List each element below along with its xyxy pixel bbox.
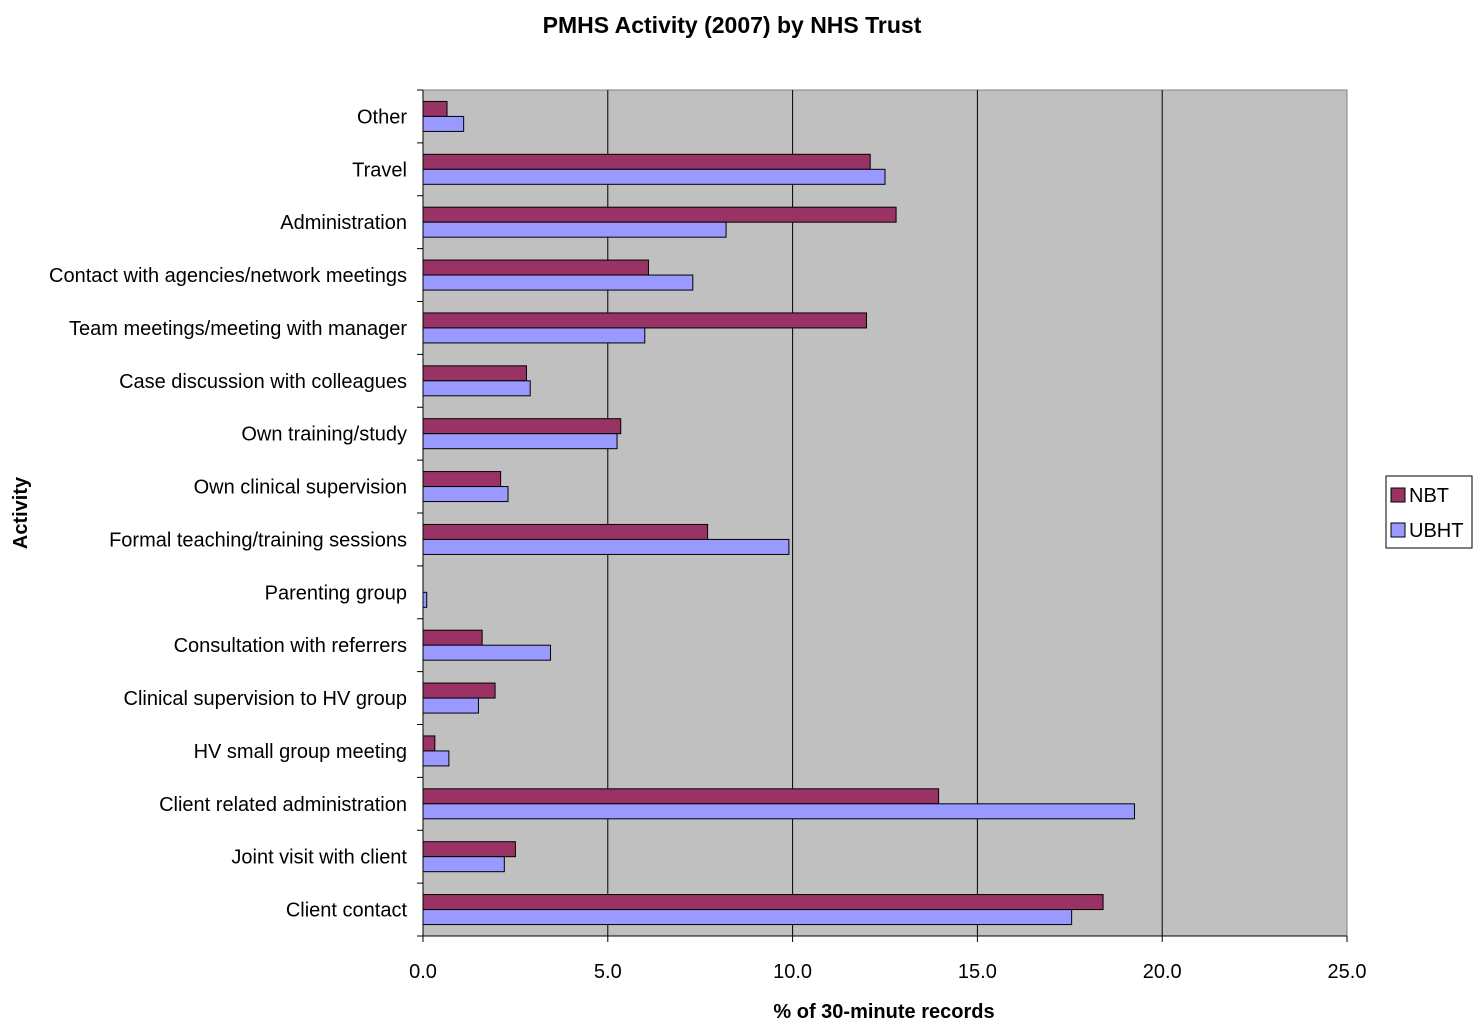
bar-nbt bbox=[422, 153, 871, 170]
bar-nbt bbox=[422, 100, 448, 117]
category-label: Client contact bbox=[286, 900, 408, 922]
category-label: Parenting group bbox=[265, 582, 407, 604]
bar-nbt bbox=[422, 841, 516, 858]
category-label: Formal teaching/training sessions bbox=[109, 529, 407, 551]
bar-nbt bbox=[422, 735, 436, 752]
x-tick-label: 15.0 bbox=[958, 961, 997, 983]
bar-ubht bbox=[422, 486, 509, 503]
legend-label-ubht: UBHT bbox=[1409, 520, 1463, 542]
axes bbox=[417, 89, 1348, 942]
y-axis-title: Activity bbox=[10, 476, 32, 549]
bar-ubht bbox=[422, 538, 790, 555]
x-tick-label: 0.0 bbox=[409, 961, 437, 983]
category-label: Consultation with referrers bbox=[174, 635, 407, 657]
bar-nbt bbox=[422, 471, 502, 488]
x-tick-label: 25.0 bbox=[1328, 961, 1367, 983]
bar-ubht bbox=[422, 644, 552, 661]
legend: NBT UBHT bbox=[1385, 475, 1473, 549]
category-label: Joint visit with client bbox=[231, 847, 407, 869]
bar-nbt bbox=[422, 629, 483, 646]
bar-ubht bbox=[422, 433, 618, 450]
bar-nbt bbox=[422, 682, 496, 699]
category-label: Travel bbox=[352, 159, 407, 181]
bar-nbt bbox=[422, 523, 709, 540]
category-label: Other bbox=[357, 106, 407, 128]
bar-nbt bbox=[422, 894, 1104, 911]
bar-nbt bbox=[422, 365, 527, 382]
bar-ubht bbox=[422, 168, 886, 185]
x-axis-title: % of 30-minute records bbox=[773, 1001, 994, 1023]
bar-ubht bbox=[422, 115, 465, 132]
bar-nbt bbox=[422, 788, 940, 805]
bar-ubht bbox=[422, 221, 727, 238]
legend-label-nbt: NBT bbox=[1409, 485, 1449, 507]
chart-title: PMHS Activity (2007) by NHS Trust bbox=[543, 12, 922, 38]
bar-ubht bbox=[422, 856, 505, 873]
bar-ubht bbox=[422, 591, 428, 608]
category-label: Administration bbox=[280, 212, 407, 234]
legend-swatch-ubht bbox=[1390, 522, 1406, 538]
category-label: Own clinical supervision bbox=[194, 477, 407, 499]
category-label: Own training/study bbox=[241, 424, 407, 446]
bar-nbt bbox=[422, 312, 868, 329]
bars bbox=[422, 100, 1135, 926]
bar-nbt bbox=[422, 418, 622, 435]
bar-ubht bbox=[422, 327, 646, 344]
bar-ubht bbox=[422, 697, 479, 714]
tick-labels: 0.0 5.0 10.0 15.0 20.0 25.0 bbox=[409, 961, 1366, 983]
x-tick-label: 10.0 bbox=[773, 961, 812, 983]
bar-nbt bbox=[422, 259, 649, 276]
bar-ubht bbox=[422, 909, 1073, 926]
x-tick-label: 5.0 bbox=[594, 961, 622, 983]
category-label: Team meetings/meeting with manager bbox=[69, 318, 407, 340]
bar-nbt bbox=[422, 206, 897, 223]
category-label: HV small group meeting bbox=[194, 741, 407, 763]
category-label: Contact with agencies/network meetings bbox=[49, 265, 407, 287]
bar-ubht bbox=[422, 380, 531, 397]
bar-ubht bbox=[422, 750, 450, 767]
bar-ubht bbox=[422, 274, 694, 291]
category-labels: Other Travel Administration Contact with ag… bbox=[49, 106, 407, 921]
category-label: Case discussion with colleagues bbox=[119, 371, 407, 393]
category-label: Clinical supervision to HV group bbox=[124, 688, 407, 710]
x-tick-label: 20.0 bbox=[1143, 961, 1182, 983]
legend-swatch-nbt bbox=[1390, 487, 1406, 503]
bar-ubht bbox=[422, 803, 1135, 820]
category-label: Client related administration bbox=[159, 794, 407, 816]
